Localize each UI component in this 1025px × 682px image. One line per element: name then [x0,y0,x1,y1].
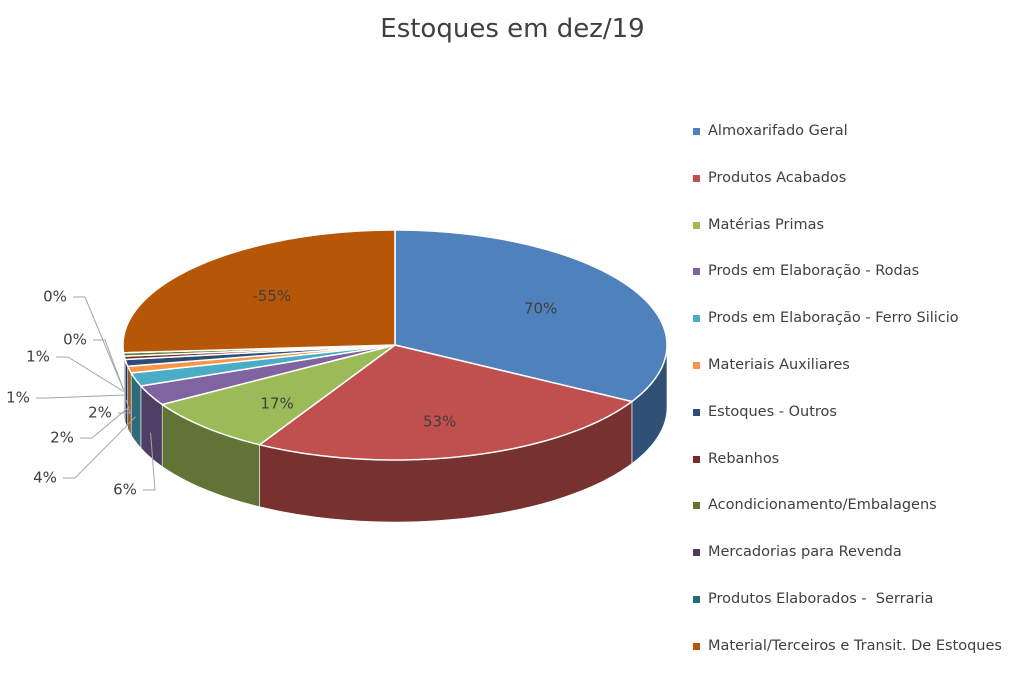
slice [257,344,634,461]
data-label: 2% [88,404,112,422]
data-label: 0% [63,331,87,349]
slice-side [124,359,128,429]
legend-label: Produtos Elaborados - Serraria [708,590,934,607]
leader-line [63,416,136,479]
chart: 70% 53% 17% 6% 4% 2% 2% 1% 1% 0% 0% -55% [6,229,668,523]
legend-item: Matérias Primas [693,214,1023,261]
legend-swatch [693,595,700,603]
legend-swatch [693,408,700,416]
legend-label: Acondicionamento/Embalagens [708,497,937,514]
legend-item: Produtos Acabados [693,167,1023,214]
slice [129,344,396,387]
legend-label: Materiais Auxiliares [708,356,850,373]
leader-line [36,394,125,399]
legend-label: Almoxarifado Geral [708,123,848,139]
legend-swatch [693,174,700,182]
legend-item: Produtos Elaborados - Serraria [693,588,1023,635]
data-label: 53% [423,412,456,430]
legend-item: Prods em Elaboração - Ferro Silicio [693,307,1023,354]
slice [394,229,668,403]
data-label: 70% [524,300,557,318]
legend-swatch [693,502,700,510]
legend-item: Material/Terceiros e Transit. De Estoque… [693,635,1023,682]
legend-swatch [693,315,700,323]
legend-item: Prods em Elaboração - Rodas [693,260,1023,307]
leader-line [80,406,130,439]
data-label: 6% [113,481,137,499]
data-label: -55% [252,287,291,305]
slice [122,229,396,354]
data-label: 2% [50,429,74,447]
legend-label: Prods em Elaboração - Rodas [708,263,920,280]
legend-item: Almoxarifado Geral [693,120,1023,167]
data-label: 0% [43,288,67,306]
legend-label: Matérias Primas [708,216,825,233]
legend-item: Rebanhos [693,448,1023,495]
legend-item: Materiais Auxiliares [693,354,1023,401]
legend-label: Estoques - Outros [708,403,837,420]
leader-line [143,432,156,491]
legend-swatch [693,128,700,135]
chart-title: Estoques em dez/19 [380,14,645,44]
data-label: 4% [33,469,57,487]
slice [160,344,396,446]
legend-label: Material/Terceiros e Transit. De Estoque… [708,637,1002,654]
slice [139,344,396,406]
legend-swatch [693,455,700,463]
legend: Almoxarifado Geral Produtos Acabados Matér… [693,120,1023,682]
data-label: 17% [260,394,293,412]
legend-label: Rebanhos [708,450,780,467]
legend-swatch [693,361,700,369]
legend-label: Produtos Acabados [708,169,847,186]
legend-item: Acondicionamento/Embalagens [693,494,1023,541]
leader-line [118,399,131,414]
legend-swatch [693,268,700,276]
legend-label: Prods em Elaboração - Ferro Silicio [708,310,959,327]
legend-label: Mercadorias para Revenda [708,544,902,561]
legend-item: Estoques - Outros [693,401,1023,448]
leader-line [73,296,125,391]
legend-swatch [693,549,700,557]
data-label: 1% [6,389,30,407]
leader-line [93,339,125,391]
leader-line [56,356,125,393]
legend-item: Mercadorias para Revenda [693,541,1023,588]
legend-swatch [693,221,700,229]
data-label: 1% [26,348,50,366]
legend-swatch [693,642,700,650]
